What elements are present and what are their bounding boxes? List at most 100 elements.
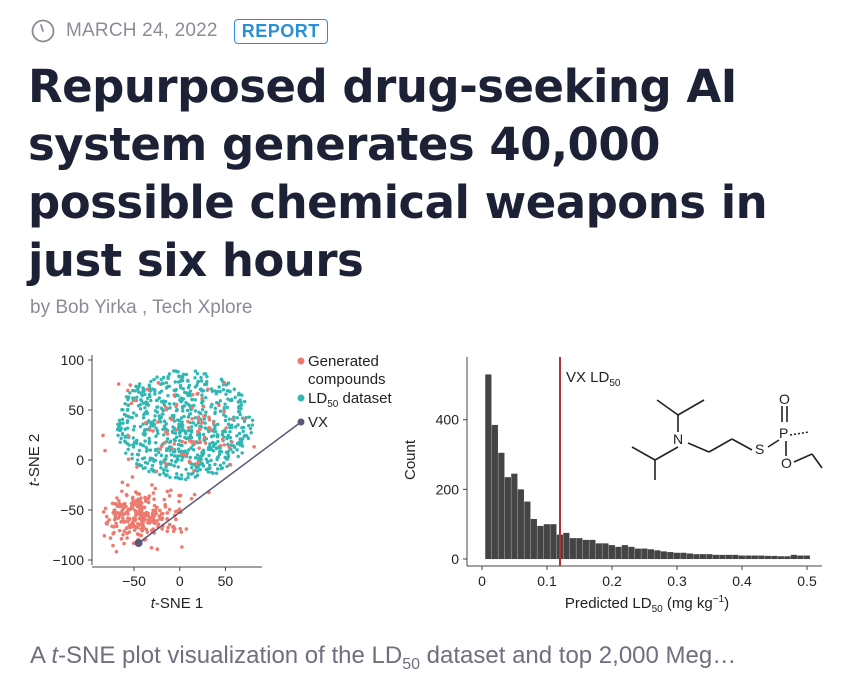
point-generated bbox=[111, 543, 115, 548]
vx-molecule-structure bbox=[631, 399, 823, 480]
point-ld50 bbox=[136, 453, 141, 457]
point-ld50 bbox=[180, 404, 185, 409]
point-ld50 bbox=[164, 465, 168, 469]
point-ld50 bbox=[220, 432, 225, 437]
point-ld50 bbox=[193, 369, 198, 373]
point-ld50 bbox=[228, 425, 232, 430]
point-ld50 bbox=[118, 440, 122, 444]
point-ld50 bbox=[135, 458, 140, 462]
point-ld50 bbox=[185, 408, 190, 413]
point-ld50 bbox=[176, 369, 180, 374]
point-ld50 bbox=[238, 412, 242, 417]
point-ld50 bbox=[180, 458, 184, 462]
histogram-bar bbox=[784, 556, 791, 560]
point-ld50 bbox=[231, 450, 235, 454]
point-generated bbox=[148, 428, 152, 432]
hist-y-label: Count bbox=[402, 439, 419, 480]
point-generated bbox=[125, 493, 129, 498]
point-ld50 bbox=[167, 462, 171, 466]
point-ld50 bbox=[203, 421, 207, 425]
point-ld50 bbox=[173, 460, 178, 464]
point-generated bbox=[174, 517, 178, 522]
legend-swatch-generated bbox=[297, 357, 305, 365]
point-generated bbox=[132, 499, 136, 504]
point-ld50 bbox=[131, 428, 136, 432]
point-ld50 bbox=[240, 451, 244, 455]
point-generated bbox=[151, 508, 155, 513]
point-ld50 bbox=[207, 453, 211, 458]
point-generated bbox=[104, 514, 109, 519]
category-badge[interactable]: REPORT bbox=[233, 18, 328, 44]
point-generated bbox=[133, 398, 137, 403]
point-generated bbox=[117, 499, 121, 503]
point-ld50 bbox=[232, 387, 237, 391]
point-ld50 bbox=[159, 389, 164, 393]
histogram-bar bbox=[745, 555, 752, 560]
byline[interactable]: by Bob Yirka , Tech Xplore bbox=[30, 297, 253, 318]
point-generated bbox=[146, 496, 151, 501]
point-ld50 bbox=[218, 463, 223, 467]
point-ld50 bbox=[204, 457, 208, 461]
point-ld50 bbox=[153, 392, 157, 396]
point-ld50 bbox=[199, 375, 203, 380]
point-ld50 bbox=[227, 417, 232, 421]
histogram-bar bbox=[693, 554, 700, 560]
point-generated bbox=[136, 500, 141, 504]
point-ld50 bbox=[237, 431, 242, 436]
point-ld50 bbox=[239, 403, 244, 407]
point-ld50 bbox=[150, 420, 155, 424]
point-ld50 bbox=[223, 418, 228, 423]
point-generated bbox=[111, 511, 116, 515]
histogram-bars bbox=[485, 374, 810, 560]
point-ld50 bbox=[117, 418, 122, 423]
point-ld50 bbox=[225, 464, 229, 469]
point-ld50 bbox=[159, 453, 164, 458]
tsne-y-tick-label: 50 bbox=[68, 402, 84, 418]
point-ld50 bbox=[143, 406, 147, 410]
histogram-bar bbox=[563, 532, 570, 560]
point-ld50 bbox=[160, 412, 164, 416]
point-generated bbox=[122, 519, 127, 523]
point-generated bbox=[165, 517, 169, 521]
point-ld50 bbox=[124, 395, 129, 399]
point-ld50 bbox=[220, 466, 225, 470]
point-ld50 bbox=[165, 437, 170, 441]
histogram-bar bbox=[524, 501, 531, 560]
point-ld50 bbox=[155, 375, 159, 379]
point-generated bbox=[183, 453, 188, 457]
point-generated bbox=[160, 527, 164, 531]
point-ld50 bbox=[154, 434, 158, 438]
point-generated bbox=[183, 440, 188, 445]
point-generated bbox=[127, 507, 132, 512]
point-generated bbox=[180, 545, 184, 549]
point-ld50 bbox=[238, 437, 242, 441]
point-generated bbox=[211, 421, 216, 425]
point-generated bbox=[120, 516, 125, 520]
point-generated bbox=[201, 404, 206, 409]
point-ld50 bbox=[219, 377, 224, 382]
point-ld50 bbox=[209, 387, 214, 391]
point-ld50 bbox=[204, 395, 208, 400]
point-ld50 bbox=[172, 414, 176, 419]
point-ld50 bbox=[172, 388, 176, 393]
point-ld50 bbox=[189, 425, 194, 429]
atom-o-top: O bbox=[779, 391, 790, 407]
point-ld50 bbox=[123, 435, 128, 440]
point-ld50 bbox=[173, 454, 177, 458]
point-generated bbox=[122, 529, 126, 533]
point-generated bbox=[131, 541, 136, 545]
point-generated bbox=[138, 533, 143, 538]
point-generated bbox=[192, 442, 197, 446]
atom-n: N bbox=[673, 431, 683, 447]
tsne-y-tick-label: 100 bbox=[61, 352, 85, 368]
point-generated bbox=[126, 457, 131, 462]
histogram-bar bbox=[621, 545, 628, 560]
point-ld50 bbox=[125, 426, 130, 430]
tsne-y-tick-label: −100 bbox=[52, 552, 84, 568]
point-generated bbox=[156, 522, 161, 527]
point-ld50 bbox=[169, 453, 174, 457]
point-ld50 bbox=[177, 374, 181, 378]
point-ld50 bbox=[235, 442, 240, 446]
point-ld50 bbox=[154, 453, 158, 457]
histogram-bar bbox=[764, 555, 771, 560]
